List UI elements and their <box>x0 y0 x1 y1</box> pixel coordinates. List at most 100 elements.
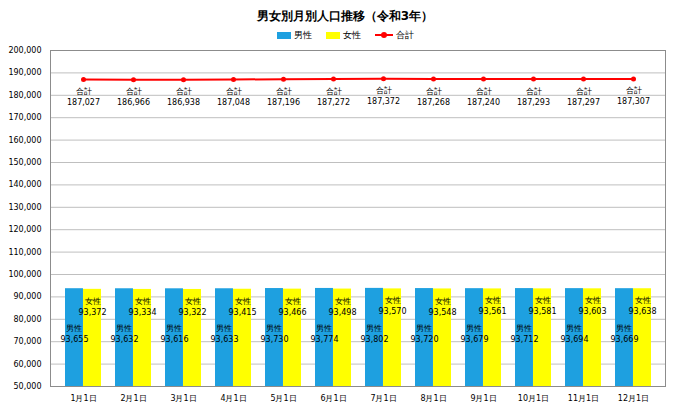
svg-text:80,000: 80,000 <box>14 315 42 324</box>
svg-text:9月1日: 9月1日 <box>470 394 496 403</box>
svg-text:女性: 女性 <box>585 296 601 305</box>
svg-text:100,000: 100,000 <box>8 270 41 279</box>
svg-text:50,000: 50,000 <box>14 382 42 391</box>
svg-text:女性: 女性 <box>185 297 201 306</box>
svg-text:180,000: 180,000 <box>8 91 41 100</box>
svg-text:187,048: 187,048 <box>217 98 250 107</box>
svg-text:110,000: 110,000 <box>8 248 41 257</box>
svg-text:合計: 合計 <box>326 87 342 96</box>
svg-text:合計: 合計 <box>176 87 192 96</box>
svg-text:女性: 女性 <box>285 297 301 306</box>
svg-text:70,000: 70,000 <box>14 337 42 346</box>
svg-text:93,466: 93,466 <box>279 308 307 317</box>
svg-text:93,561: 93,561 <box>479 307 507 316</box>
svg-text:93,774: 93,774 <box>310 335 338 344</box>
svg-text:93,498: 93,498 <box>329 308 357 317</box>
svg-text:93,730: 93,730 <box>260 335 288 344</box>
svg-text:93,633: 93,633 <box>210 335 238 344</box>
svg-text:合計: 合計 <box>576 87 592 96</box>
svg-text:11月1日: 11月1日 <box>568 394 599 403</box>
svg-text:93,802: 93,802 <box>360 335 388 344</box>
svg-text:男性: 男性 <box>66 324 82 333</box>
svg-text:93,694: 93,694 <box>560 335 588 344</box>
svg-text:合計: 合計 <box>476 87 492 96</box>
svg-text:男性: 男性 <box>366 324 382 333</box>
svg-text:93,655: 93,655 <box>60 335 88 344</box>
svg-text:93,570: 93,570 <box>379 307 407 316</box>
svg-text:187,240: 187,240 <box>467 98 500 107</box>
svg-text:93,548: 93,548 <box>429 308 457 317</box>
svg-text:男性: 男性 <box>416 324 432 333</box>
svg-text:90,000: 90,000 <box>14 292 42 301</box>
svg-text:187,372: 187,372 <box>367 97 400 106</box>
svg-text:187,272: 187,272 <box>317 98 350 107</box>
svg-text:140,000: 140,000 <box>8 180 41 189</box>
svg-text:男性: 男性 <box>316 324 332 333</box>
svg-text:合計: 合計 <box>276 87 292 96</box>
svg-text:男性: 男性 <box>566 324 582 333</box>
svg-text:93,581: 93,581 <box>529 307 557 316</box>
svg-text:女性: 女性 <box>235 297 251 306</box>
svg-text:1月1日: 1月1日 <box>70 394 96 403</box>
svg-text:130,000: 130,000 <box>8 203 41 212</box>
svg-text:女性: 女性 <box>435 297 451 306</box>
svg-text:190,000: 190,000 <box>8 68 41 77</box>
svg-text:女性: 女性 <box>135 297 151 306</box>
svg-text:187,027: 187,027 <box>67 98 100 107</box>
svg-text:93,322: 93,322 <box>179 308 207 317</box>
svg-text:93,616: 93,616 <box>160 335 188 344</box>
svg-text:93,712: 93,712 <box>510 335 538 344</box>
svg-text:男性: 男性 <box>466 324 482 333</box>
svg-text:3月1日: 3月1日 <box>170 394 196 403</box>
svg-text:170,000: 170,000 <box>8 113 41 122</box>
svg-text:女性: 女性 <box>485 296 501 305</box>
svg-text:187,196: 187,196 <box>267 98 300 107</box>
svg-text:93,334: 93,334 <box>129 308 157 317</box>
svg-text:93,632: 93,632 <box>110 335 138 344</box>
svg-text:187,293: 187,293 <box>517 98 550 107</box>
svg-text:187,268: 187,268 <box>417 98 450 107</box>
svg-text:93,720: 93,720 <box>410 335 438 344</box>
svg-text:160,000: 160,000 <box>8 136 41 145</box>
svg-text:5月1日: 5月1日 <box>270 394 296 403</box>
svg-text:93,669: 93,669 <box>610 335 638 344</box>
svg-text:合計: 合計 <box>126 87 142 96</box>
svg-text:男性: 男性 <box>516 324 532 333</box>
svg-text:男性: 男性 <box>166 324 182 333</box>
svg-text:男性: 男性 <box>266 324 282 333</box>
svg-text:187,307: 187,307 <box>617 97 650 106</box>
svg-text:合計: 合計 <box>76 87 92 96</box>
svg-text:93,679: 93,679 <box>460 335 488 344</box>
svg-text:合計: 合計 <box>376 86 392 95</box>
svg-text:93,372: 93,372 <box>79 308 107 317</box>
svg-text:93,603: 93,603 <box>579 307 607 316</box>
svg-text:186,938: 186,938 <box>167 98 200 107</box>
svg-text:93,638: 93,638 <box>629 307 657 316</box>
svg-text:女性: 女性 <box>635 296 651 305</box>
svg-text:合計: 合計 <box>526 87 542 96</box>
svg-text:150,000: 150,000 <box>8 158 41 167</box>
svg-text:2月1日: 2月1日 <box>120 394 146 403</box>
svg-text:8月1日: 8月1日 <box>420 394 446 403</box>
svg-text:合計: 合計 <box>626 86 642 95</box>
svg-text:200,000: 200,000 <box>8 46 41 55</box>
svg-text:合計: 合計 <box>226 87 242 96</box>
svg-text:男性: 男性 <box>616 324 632 333</box>
svg-text:女性: 女性 <box>385 296 401 305</box>
svg-text:男性: 男性 <box>116 324 132 333</box>
svg-text:60,000: 60,000 <box>14 360 42 369</box>
svg-text:10月1日: 10月1日 <box>518 394 549 403</box>
svg-text:186,966: 186,966 <box>117 98 150 107</box>
svg-text:120,000: 120,000 <box>8 225 41 234</box>
svg-text:女性: 女性 <box>535 296 551 305</box>
svg-text:7月1日: 7月1日 <box>370 394 396 403</box>
svg-text:187,297: 187,297 <box>567 98 600 107</box>
svg-text:12月1日: 12月1日 <box>618 394 649 403</box>
svg-text:女性: 女性 <box>335 297 351 306</box>
svg-text:6月1日: 6月1日 <box>320 394 346 403</box>
svg-text:女性: 女性 <box>85 297 101 306</box>
svg-text:4月1日: 4月1日 <box>220 394 246 403</box>
svg-text:男性: 男性 <box>216 324 232 333</box>
svg-text:93,415: 93,415 <box>229 308 257 317</box>
svg-text:合計: 合計 <box>426 87 442 96</box>
